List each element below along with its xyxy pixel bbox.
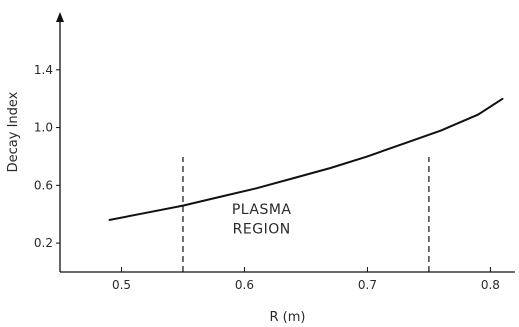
data-point-0-11 (501, 97, 504, 100)
plasma-boundaries (182, 157, 430, 272)
x-tick-label-1: 0.6 (235, 278, 254, 292)
region-label: REGION (233, 222, 291, 238)
series-group (108, 97, 504, 221)
data-point-0-1 (145, 212, 147, 214)
y-axis-label: Decay Index (6, 91, 21, 172)
y-tick-label-2: 1.0 (34, 121, 53, 135)
axes (56, 12, 515, 273)
y-axis-arrow (56, 12, 64, 22)
data-point-0-3 (219, 196, 221, 198)
data-point-0-5 (292, 177, 295, 179)
y-tick-label-3: 1.4 (34, 63, 53, 77)
x-tick-label-0: 0.5 (112, 278, 131, 292)
x-tick-label-3: 0.8 (481, 278, 500, 292)
tick-labels: 0.2 0.6 1.0 1.4 0.5 0.6 0.7 0.8 (34, 63, 500, 292)
x-tick-label-2: 0.7 (358, 278, 377, 292)
data-point-0-0 (108, 219, 110, 221)
y-tick-label-1: 0.6 (34, 178, 53, 192)
y-tick-label-0: 0.2 (34, 236, 53, 250)
series-line-0 (109, 97, 504, 221)
data-point-0-7 (366, 155, 369, 158)
data-point-0-8 (403, 142, 406, 145)
data-point-0-6 (329, 167, 332, 169)
data-point-0-2 (182, 204, 184, 207)
data-point-0-9 (440, 129, 443, 132)
data-point-0-10 (477, 113, 479, 116)
data-point-0-4 (255, 187, 258, 189)
plasma-label: PLASMA (232, 202, 292, 218)
x-axis-label: R (m) (270, 310, 306, 325)
